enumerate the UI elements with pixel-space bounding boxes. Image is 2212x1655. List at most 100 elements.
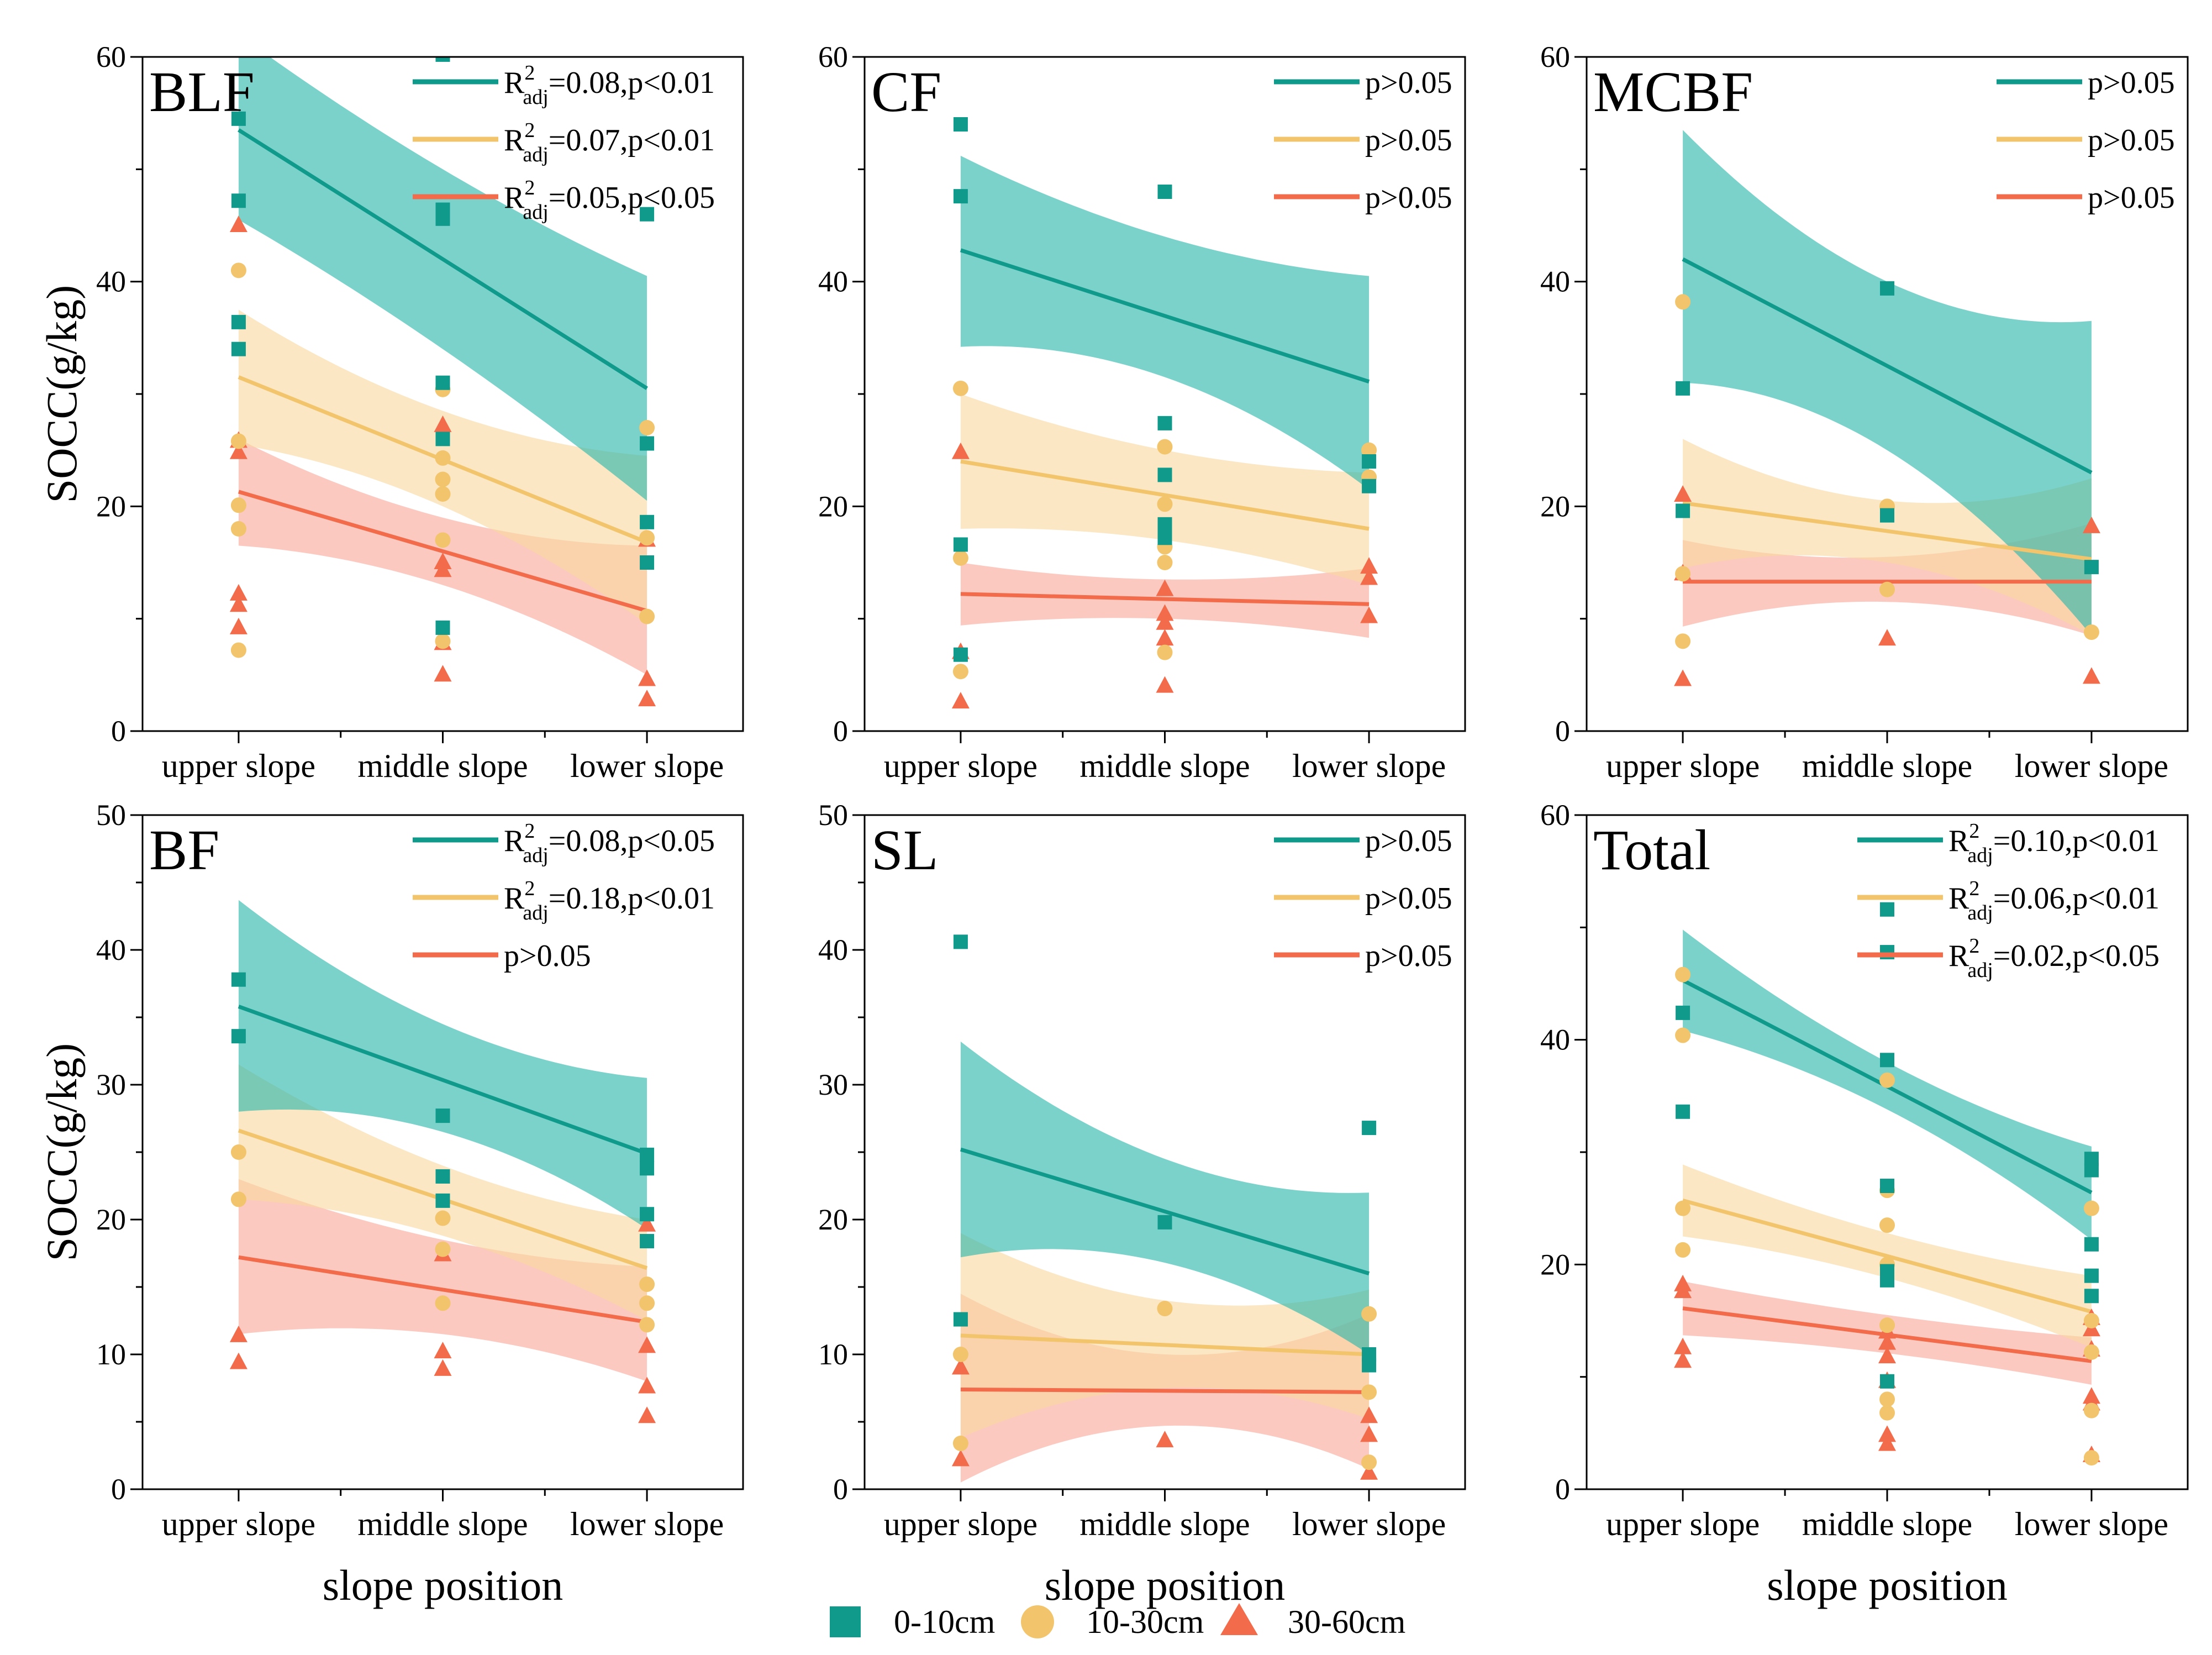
data-point-30-60cm xyxy=(1878,1434,1896,1451)
data-point-10-30cm xyxy=(1157,1301,1173,1317)
fit-line-0-10cm xyxy=(1682,257,2093,475)
legend-marker-circle xyxy=(1021,1605,1054,1638)
data-point-30-60cm xyxy=(1878,1425,1896,1442)
annotation-sub: adj xyxy=(1967,844,1993,867)
confidence-band-0-10cm xyxy=(960,1041,1370,1354)
data-point-0-10cm xyxy=(640,555,655,570)
data-point-0-10cm xyxy=(435,211,450,226)
data-point-30-60cm xyxy=(1156,629,1174,646)
data-point-0-10cm xyxy=(231,341,246,356)
data-point-10-30cm xyxy=(435,532,451,548)
panel-title: BLF xyxy=(149,60,255,124)
data-point-10-30cm xyxy=(435,633,451,649)
annotation-sup: 2 xyxy=(1969,934,1979,958)
data-point-10-30cm xyxy=(2083,1313,2099,1328)
x-tick-label: middle slope xyxy=(1802,748,1972,784)
y-tick-label: 40 xyxy=(96,265,126,298)
annotation-rest: =0.07,p<0.01 xyxy=(549,123,715,157)
data-point-0-10cm xyxy=(953,1312,968,1327)
data-point-30-60cm xyxy=(951,1449,970,1467)
data-point-0-10cm xyxy=(1676,1005,1690,1020)
fit-line-30-60cm xyxy=(960,1387,1370,1394)
chart-panel-cf: 0 20 40 60 upper slope middle slope lower slop… xyxy=(818,40,1466,784)
fit-line-10-30cm xyxy=(960,459,1370,531)
data-point-0-10cm xyxy=(1362,454,1377,469)
fit-line-30-60cm xyxy=(238,490,648,613)
data-point-30-60cm xyxy=(1674,1337,1692,1354)
y-tick-label: 0 xyxy=(833,1473,848,1506)
data-point-10-30cm xyxy=(2083,624,2099,640)
y-tick-label: 10 xyxy=(818,1338,848,1371)
data-point-0-10cm xyxy=(231,972,246,987)
data-point-10-30cm xyxy=(952,1436,968,1452)
fit-line-10-30cm xyxy=(1682,1199,2092,1314)
x-tick-label: upper slope xyxy=(1606,1506,1760,1542)
fit-line-0-10cm xyxy=(960,1147,1370,1275)
x-tick-label: middle slope xyxy=(357,1506,528,1542)
data-point-0-10cm xyxy=(640,207,655,222)
data-point-10-30cm xyxy=(230,1144,246,1160)
data-point-0-10cm xyxy=(1880,1374,1894,1389)
data-point-30-60cm xyxy=(434,560,452,577)
data-point-30-60cm xyxy=(1674,1351,1692,1368)
data-point-10-30cm xyxy=(1361,442,1377,458)
data-point-0-10cm xyxy=(953,117,968,132)
plot-area xyxy=(1674,902,2100,1466)
plot-area xyxy=(229,57,656,707)
y-tick-label: 40 xyxy=(1540,265,1570,298)
annotation-rest: =0.10,p<0.01 xyxy=(1993,824,2160,858)
panel-title: MCBF xyxy=(1593,60,1753,124)
data-point-0-10cm xyxy=(2084,1289,2099,1304)
data-point-0-10cm xyxy=(1880,1179,1894,1193)
data-point-10-30cm xyxy=(1879,581,1895,597)
data-point-30-60cm xyxy=(1674,669,1692,686)
fit-line-10-30cm xyxy=(960,1333,1370,1357)
data-point-10-30cm xyxy=(1675,1242,1691,1258)
x-tick-label: upper slope xyxy=(884,1506,1037,1542)
data-point-10-30cm xyxy=(1879,1317,1895,1333)
annotation-rest: =0.02,p<0.05 xyxy=(1993,939,2160,973)
x-tick-label: middle slope xyxy=(1079,1506,1250,1542)
depth-legend: 0-10cm 10-30cm 30-60cm xyxy=(830,1603,1405,1640)
data-point-0-10cm xyxy=(953,189,968,204)
data-point-10-30cm xyxy=(230,1191,246,1207)
annotation-text: p>0.05 xyxy=(2088,123,2175,157)
data-point-30-60cm xyxy=(1878,629,1896,646)
annotation-sub: adj xyxy=(523,143,548,166)
data-point-30-60cm xyxy=(638,1376,656,1394)
data-point-0-10cm xyxy=(435,1108,450,1123)
annotation-text: p>0.05 xyxy=(504,939,591,973)
data-point-30-60cm xyxy=(638,669,656,686)
panel-title: Total xyxy=(1593,818,1710,882)
annotation-sup: 2 xyxy=(524,119,535,142)
annotation-text: R2 adj=0.08,p<0.05 xyxy=(504,819,715,867)
panel-title: SL xyxy=(871,818,938,882)
annotation-text: p>0.05 xyxy=(1365,123,1452,157)
data-point-30-60cm xyxy=(1878,1347,1896,1364)
data-point-10-30cm xyxy=(435,1295,451,1311)
plot-area xyxy=(951,934,1378,1483)
confidence-band-10-30cm xyxy=(960,394,1370,585)
y-tick-label: 0 xyxy=(1555,1473,1570,1506)
data-point-0-10cm xyxy=(1362,1121,1377,1136)
data-point-10-30cm xyxy=(435,450,451,466)
y-tick-label: 30 xyxy=(96,1068,126,1101)
data-point-30-60cm xyxy=(229,442,247,459)
x-tick-label: upper slope xyxy=(162,1506,315,1542)
data-point-30-60cm xyxy=(1674,1281,1692,1299)
fit-line-0-10cm xyxy=(238,128,648,390)
data-point-30-60cm xyxy=(1360,1425,1378,1442)
data-point-0-10cm xyxy=(1880,1273,1894,1288)
annotation-sub: adj xyxy=(523,201,548,224)
data-point-0-10cm xyxy=(640,1147,655,1162)
confidence-band-10-30cm xyxy=(1683,439,2092,636)
confidence-band-10-30cm xyxy=(960,1233,1370,1438)
annotation-prefix: R xyxy=(1948,881,1969,916)
data-point-30-60cm xyxy=(2082,516,2100,533)
data-point-10-30cm xyxy=(1675,566,1691,582)
data-point-30-60cm xyxy=(1156,579,1174,596)
data-point-10-30cm xyxy=(1675,633,1691,649)
x-axis-label: slope position xyxy=(323,1561,563,1609)
legend-label: 30-60cm xyxy=(1288,1604,1405,1640)
